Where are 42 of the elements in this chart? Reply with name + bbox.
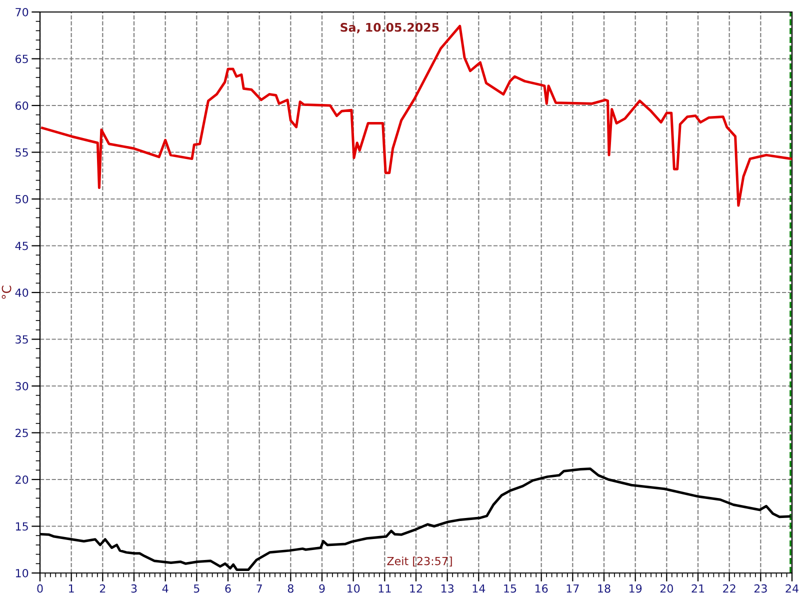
x-tick-label: 5 (194, 584, 200, 593)
x-tick-label: 18 (598, 584, 610, 593)
x-tick-label: 23 (754, 584, 767, 593)
x-tick-label: 1 (69, 584, 74, 593)
x-tick-label: 9 (319, 584, 325, 593)
y-tick-label: 45 (15, 242, 28, 250)
x-tick-label: 21 (692, 584, 704, 593)
x-tick-label: 8 (288, 584, 294, 593)
x-tick-label: 20 (660, 584, 673, 593)
x-tick-label: 0 (37, 584, 43, 593)
y-axis-title: °C (2, 286, 12, 299)
y-tick-label: 50 (16, 194, 28, 204)
x-tick-label: 14 (472, 584, 486, 593)
y-tick-label: 30 (16, 382, 28, 390)
x-tick-label: 7 (256, 584, 262, 593)
line-series (40, 24, 792, 207)
x-tick-label: 3 (131, 584, 137, 593)
x-tick-label: 24 (786, 584, 798, 593)
x-tick-label: 10 (347, 584, 360, 593)
x-tick-label: 13 (441, 584, 454, 593)
x-tick-label: 11 (378, 584, 391, 593)
y-tick-label: 70 (16, 8, 28, 16)
x-tick-label: 15 (504, 584, 516, 593)
x-tick-label: 12 (410, 584, 422, 593)
y-tick-label: 40 (15, 288, 28, 297)
y-tick-label: 60 (16, 101, 28, 110)
x-tick-label: 6 (225, 584, 231, 593)
y-tick-label: 35 (16, 335, 28, 344)
x-tick-label: 16 (535, 584, 548, 593)
y-tick-label: 20 (16, 475, 28, 484)
x-tick-label: 17 (566, 584, 579, 593)
x-axis-title: Zeit [23:57] (387, 556, 452, 567)
y-tick-label: 55 (16, 148, 28, 157)
x-tick-label: 19 (629, 584, 642, 593)
y-tick-label: 25 (16, 428, 28, 438)
y-tick-label: 10 (16, 568, 28, 578)
x-tick-label: 2 (100, 584, 106, 593)
x-tick-label: 4 (162, 584, 168, 593)
y-tick-label: 65 (16, 54, 28, 64)
x-tick-label: 22 (723, 584, 736, 593)
text: Sa, 10.05.2025 (340, 22, 439, 34)
y-tick-label: 15 (16, 522, 28, 531)
